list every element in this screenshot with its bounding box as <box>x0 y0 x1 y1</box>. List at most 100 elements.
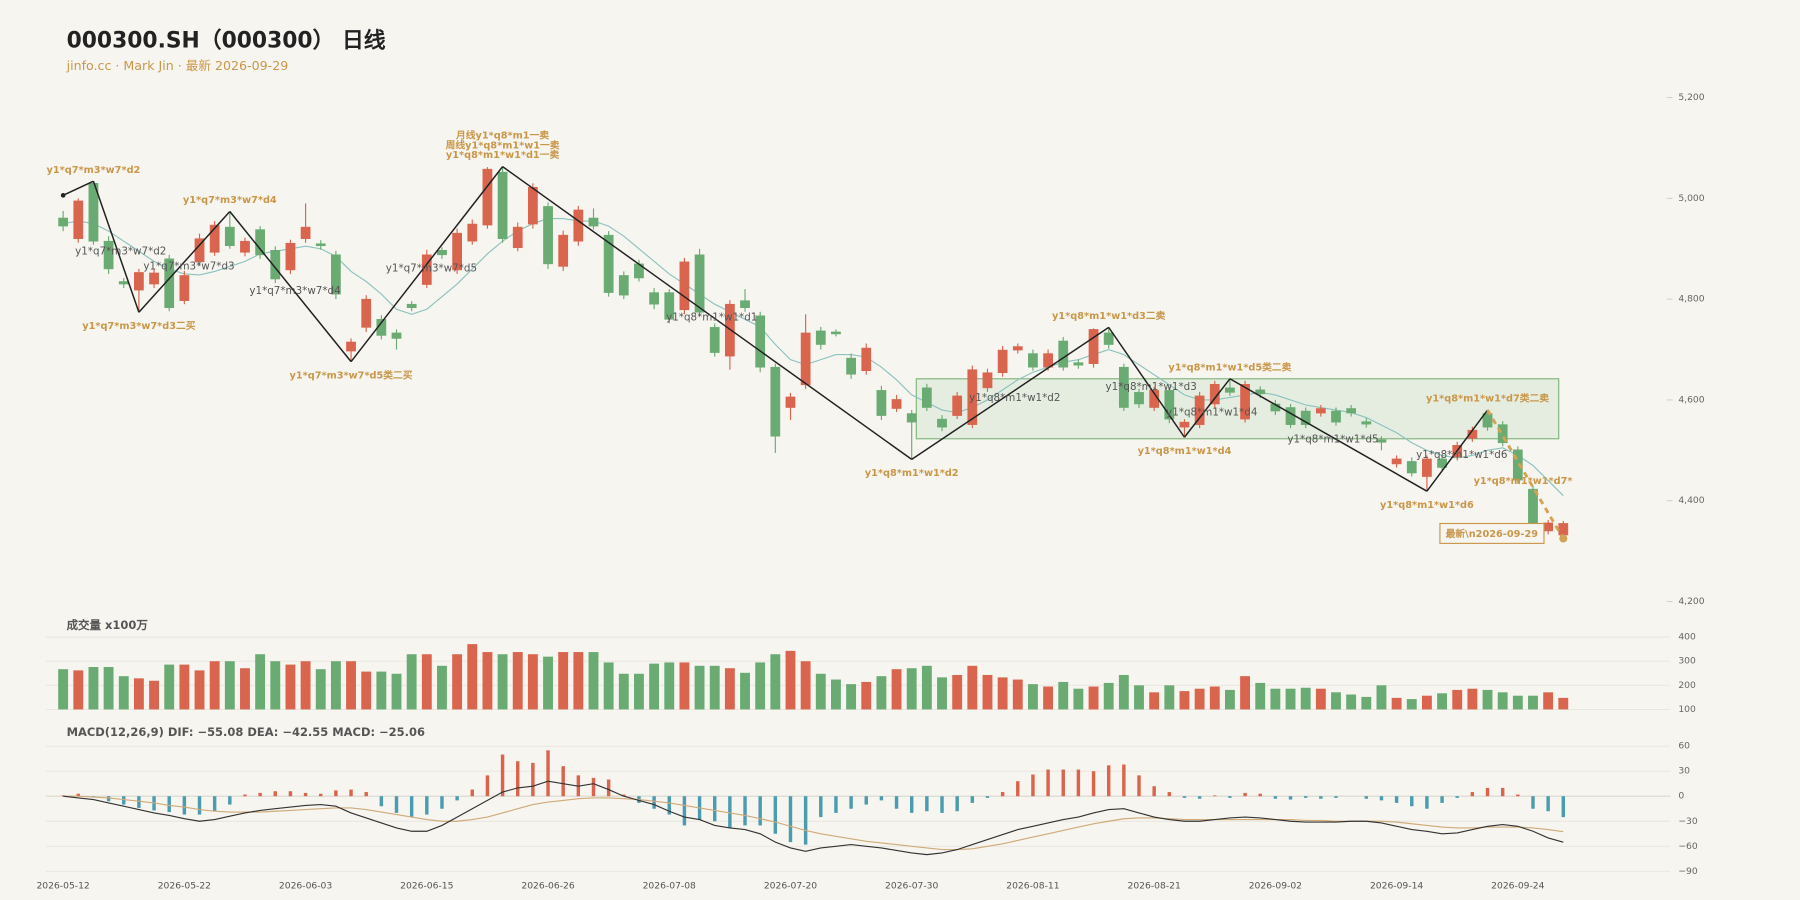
volume-bar <box>88 667 99 710</box>
x-tick-label: 2026-06-26 <box>521 881 574 892</box>
macd-bar <box>137 796 141 808</box>
zigzag-segment <box>1108 326 1186 438</box>
candle-body <box>149 272 159 285</box>
candle-body <box>346 341 356 352</box>
candle-body <box>891 399 902 409</box>
macd-bar <box>349 789 353 797</box>
pivot-label: y1*q8*m1*w1*d2 <box>865 468 959 479</box>
candle-body <box>1164 390 1175 420</box>
candle-body <box>467 223 478 242</box>
volume-bar <box>543 656 553 710</box>
y-tick-label: 4,600 <box>1678 394 1704 405</box>
pivot-label: y1*q7*m3*w7*d5类二买 <box>290 368 413 381</box>
candle-body <box>1331 410 1341 423</box>
zigzag-segment <box>502 166 913 461</box>
macd-bar <box>834 796 838 813</box>
x-tick-label: 2026-07-20 <box>764 881 817 892</box>
candle-body <box>1300 410 1311 425</box>
macd-bar <box>500 754 505 797</box>
macd-bar <box>1485 787 1490 797</box>
candle-body <box>1134 392 1144 405</box>
volume-bar <box>1391 697 1402 710</box>
volume-bar <box>1058 681 1069 710</box>
macd-bar <box>1031 774 1035 797</box>
macd-bar <box>1076 769 1081 797</box>
y-tick-label: 4,400 <box>1678 495 1704 506</box>
macd-bar <box>1258 793 1262 797</box>
y-tick-label: 4,200 <box>1678 596 1704 607</box>
volume-bar <box>527 654 538 710</box>
pivot-label: y1*q7*m3*w7*d2 <box>47 165 141 176</box>
macd-bar <box>591 777 596 797</box>
segment-label: y1*q8*m1*w1*d3 <box>1106 381 1197 393</box>
macd-bar <box>1440 796 1444 803</box>
volume-bar <box>224 661 235 710</box>
x-tick-label: 2026-08-21 <box>1128 881 1181 892</box>
y-tick-label: 5,200 <box>1678 92 1704 103</box>
zigzag-start <box>60 193 66 198</box>
macd-bar <box>894 796 899 809</box>
macd-bar <box>985 796 990 798</box>
candle-body <box>1194 395 1205 425</box>
volume-title: 成交量 x100万 <box>67 618 148 632</box>
macd-bar <box>1379 796 1384 801</box>
candle-body <box>1088 329 1099 364</box>
volume-bar <box>164 664 175 710</box>
candle-body <box>361 298 372 328</box>
volume-bar <box>452 654 463 710</box>
x-tick-label: 2026-09-24 <box>1491 881 1544 892</box>
zigzag-segment <box>1229 378 1428 492</box>
y-tick-label: 60 <box>1678 741 1690 752</box>
volume-bar <box>921 665 932 710</box>
x-tick-label: 2026-07-30 <box>885 881 938 892</box>
pivot-label: y1*q7*m3*w7*d3二买 <box>82 320 196 332</box>
candle-body <box>770 366 781 437</box>
volume-bar <box>1088 686 1099 710</box>
macd-bar <box>667 796 671 815</box>
candle-body <box>1118 366 1129 408</box>
macd-bar <box>379 796 384 807</box>
pivot-label: y1*q8*m1*w1*d3二卖 <box>1052 309 1166 322</box>
candle-body <box>1543 522 1554 532</box>
candle-body <box>1558 523 1569 536</box>
macd-bar <box>394 796 399 813</box>
volume-bar <box>1240 676 1251 710</box>
candle-body <box>1482 413 1493 428</box>
volume-bar <box>649 663 660 710</box>
dea-line <box>63 795 1564 851</box>
volume-bar <box>1376 685 1387 710</box>
macd-bar <box>940 796 944 813</box>
volume-bar <box>103 667 114 710</box>
macd-bar <box>122 796 126 805</box>
zigzag-segment <box>138 210 231 313</box>
macd-bar <box>561 766 565 797</box>
candle-body <box>1179 421 1190 428</box>
pivot-label: y1*q8*m1*w1*d7类二卖 <box>1426 392 1549 405</box>
macd-bar <box>1106 765 1111 797</box>
macd-bar <box>1228 796 1232 798</box>
candle-body <box>952 395 963 416</box>
x-tick-label: 2026-09-02 <box>1249 881 1302 892</box>
candle-body <box>209 224 220 253</box>
macd-bar <box>1410 796 1414 807</box>
candle-body <box>740 300 750 309</box>
volume-bar <box>73 670 84 710</box>
macd-bar <box>1061 769 1065 797</box>
candle-body <box>118 281 129 285</box>
pivot-label: y1*q8*m1*w1*d7* <box>1474 476 1573 487</box>
zigzag-segment <box>1426 409 1489 492</box>
macd-bar <box>1046 769 1050 797</box>
candle-body <box>694 254 705 313</box>
volume-bar <box>346 661 356 710</box>
candle-body <box>224 226 235 247</box>
volume-bar <box>831 679 841 710</box>
volume-bar <box>1315 688 1326 710</box>
volume-bar <box>906 668 917 710</box>
candle-body <box>906 413 917 423</box>
candle-body <box>1225 387 1235 393</box>
y-tick-label: 4,800 <box>1678 294 1704 305</box>
ma-line <box>63 217 1564 497</box>
macd-bar <box>909 796 914 813</box>
candle-body <box>603 234 614 293</box>
volume-bar <box>1103 682 1114 710</box>
